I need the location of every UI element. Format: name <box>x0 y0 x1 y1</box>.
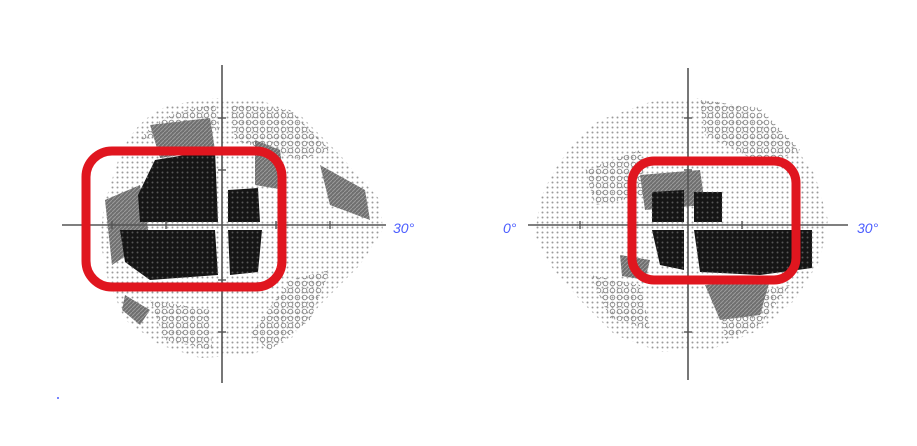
right-field-rings <box>585 100 800 340</box>
right-field-dense-defect-lower <box>652 230 812 275</box>
right-field-right-label: 30° <box>857 220 879 236</box>
left-field-ticks <box>111 117 331 333</box>
right-field-dense-defect-upper <box>652 190 722 222</box>
left-field-right-label: 30° <box>393 220 415 236</box>
left-field-highlight-box <box>81 146 287 292</box>
left-field-stray-dot <box>57 397 59 399</box>
right-field-left-label: 0° <box>503 220 517 236</box>
left-visual-field: 30° <box>57 65 415 399</box>
right-visual-field: 0° 30° <box>503 68 879 380</box>
left-field-medium-defect <box>105 118 370 325</box>
right-field-highlight-box <box>627 156 801 285</box>
left-field-dense-defect-right <box>228 188 262 275</box>
left-field-dense-defect-upper <box>138 150 218 222</box>
left-field-dense-defect-lower <box>120 230 218 280</box>
